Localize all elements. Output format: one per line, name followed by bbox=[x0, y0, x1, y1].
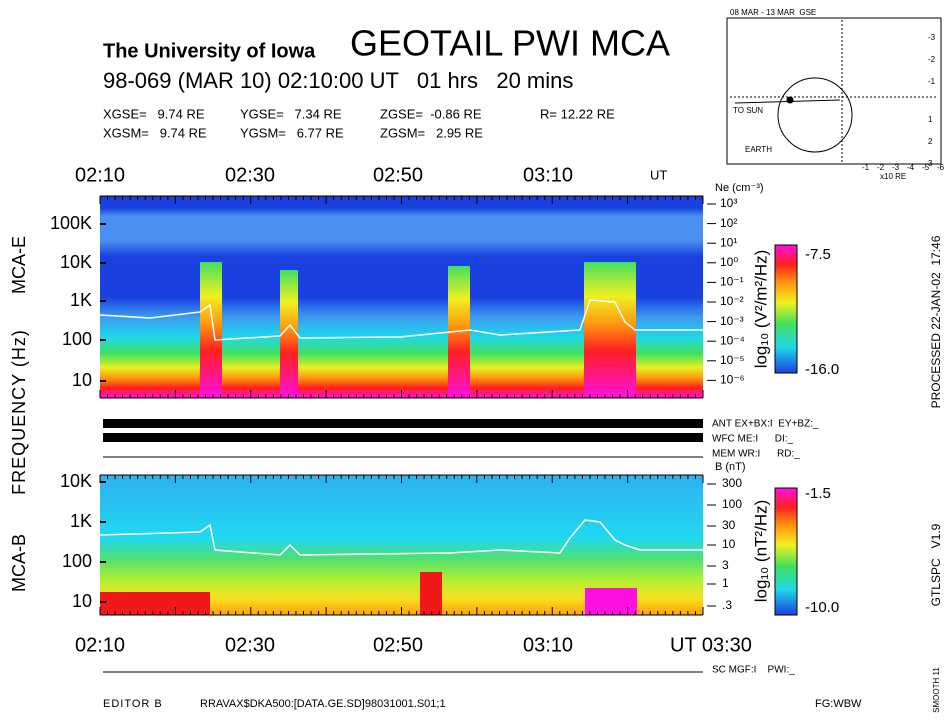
side-smooth: SMOOTH 11 bbox=[932, 667, 941, 713]
freq-tick-label: 1K bbox=[70, 511, 92, 531]
ne-tick-label: 10⁻² bbox=[720, 294, 744, 308]
colorbar-label: log₁₀ (V²/m²/Hz) bbox=[751, 250, 770, 369]
status-text: MEM WR:I RD:_ bbox=[712, 449, 800, 460]
time-label: 03:10 bbox=[523, 634, 573, 656]
b-title: B (nT) bbox=[715, 461, 746, 473]
b-tick-label: 3 bbox=[722, 558, 729, 572]
orbit-y-tick: -2 bbox=[928, 55, 936, 64]
orbit-y-tick: -1 bbox=[928, 77, 936, 86]
status-bar bbox=[103, 419, 703, 428]
gse-coord: XGSE= 9.74 RE bbox=[103, 106, 205, 121]
freq-tick-label: 1K bbox=[70, 290, 92, 310]
time-label: 02:10 bbox=[75, 164, 125, 186]
time-label: UT 03:30 bbox=[670, 634, 752, 656]
gse-coord: YGSE= 7.34 RE bbox=[240, 106, 342, 121]
panel-label: MCA-B bbox=[9, 534, 29, 592]
status-text: SC MGF:I PWI:_ bbox=[712, 665, 795, 676]
time-label: 02:10 bbox=[75, 634, 125, 656]
orbit-plot bbox=[726, 17, 942, 165]
freq-tick-label: 100K bbox=[50, 213, 92, 233]
ne-tick-label: 10¹ bbox=[720, 235, 737, 249]
status-text: WFC ME:I DI:_ bbox=[712, 434, 794, 445]
orbit-y-tick: 1 bbox=[928, 115, 933, 124]
ne-tick-label: 10⁻³ bbox=[720, 314, 744, 328]
spectrogram-b bbox=[99, 475, 703, 615]
title: GEOTAIL PWI MCA bbox=[350, 23, 670, 64]
gse-coord: R= 12.22 RE bbox=[540, 106, 615, 121]
panel-label: MCA-E bbox=[9, 236, 29, 294]
sun-label: TO SUN bbox=[733, 106, 763, 115]
orbit-title: 08 MAR - 13 MAR GSE bbox=[730, 8, 816, 17]
ne-tick-label: 10⁰ bbox=[720, 255, 738, 269]
orbit-y-tick: 2 bbox=[928, 137, 933, 146]
ne-tick-label: 10³ bbox=[720, 196, 737, 210]
freq-tick-label: 10 bbox=[72, 370, 92, 390]
b-tick-label: 10 bbox=[722, 537, 736, 551]
b-tick-label: 30 bbox=[722, 518, 736, 532]
b-tick-label: 300 bbox=[722, 476, 742, 490]
spectrogram-e bbox=[99, 196, 703, 398]
y-axis-label: FREQUENCY (Hz) bbox=[9, 329, 29, 495]
orbit-x-tick: -3 bbox=[892, 163, 900, 172]
colorbar-min: -16.0 bbox=[805, 361, 839, 378]
footer-fg: FG:WBW bbox=[815, 698, 862, 710]
ne-tick-label: 10⁻⁴ bbox=[720, 333, 745, 347]
freq-tick-label: 10K bbox=[60, 252, 92, 272]
gsm-coord: ZGSM= 2.95 RE bbox=[380, 125, 483, 140]
orbit-y-tick: -3 bbox=[928, 33, 936, 42]
b-tick-label: .3 bbox=[722, 598, 732, 612]
time-label: 02:30 bbox=[225, 164, 275, 186]
freq-tick-label: 100 bbox=[62, 551, 92, 571]
status-text: ANT EX+BX:I EY+BZ:_ bbox=[712, 419, 819, 430]
ne-tick-label: 10⁻⁵ bbox=[720, 353, 745, 367]
ne-title: Ne (cm⁻³) bbox=[715, 182, 764, 194]
ne-tick-label: 10² bbox=[720, 216, 737, 230]
orbit-x-tick: -6 bbox=[937, 163, 945, 172]
side-processed: PROCESSED 22-JAN-02 17:46 bbox=[929, 235, 943, 408]
ne-tick-label: 10⁻⁶ bbox=[720, 373, 745, 387]
time-line: 98-069 (MAR 10) 02:10:00 UT 01 hrs 20 mi… bbox=[103, 68, 573, 93]
orbit-x-label: x10 RE bbox=[880, 172, 906, 181]
freq-tick-label: 10K bbox=[60, 471, 92, 491]
colorbar-label: log₁₀ (nT²/Hz) bbox=[751, 500, 770, 603]
time-label: UT bbox=[650, 167, 667, 182]
ne-tick-label: 10⁻¹ bbox=[720, 275, 744, 289]
institution: The University of Iowa bbox=[103, 40, 316, 62]
colorbar-e bbox=[774, 244, 798, 374]
orbit-x-tick: -5 bbox=[922, 163, 930, 172]
orbit-x-tick: -4 bbox=[907, 163, 915, 172]
footer-editor: EDITOR B bbox=[103, 698, 163, 710]
side-version: GTLSPC V1.9 bbox=[929, 523, 943, 606]
orbit-y-tick: 3 bbox=[928, 159, 933, 168]
b-tick-label: 1 bbox=[722, 576, 729, 590]
gsm-coord: YGSM= 6.77 RE bbox=[240, 125, 344, 140]
status-bar bbox=[103, 433, 703, 442]
colorbar-max: -7.5 bbox=[805, 246, 831, 263]
footer-file: RRAVAX$DKA500:[DATA.GE.SD]98031001.S01;1 bbox=[200, 698, 446, 710]
earth-label: EARTH bbox=[745, 145, 772, 154]
colorbar-max: -1.5 bbox=[805, 485, 831, 502]
b-tick-label: 100 bbox=[722, 497, 742, 511]
gsm-coord: XGSM= 9.74 RE bbox=[103, 125, 207, 140]
colorbar-min: -10.0 bbox=[805, 599, 839, 616]
time-label: 02:30 bbox=[225, 634, 275, 656]
gse-coord: ZGSE= -0.86 RE bbox=[380, 106, 482, 121]
time-label: 02:50 bbox=[373, 634, 423, 656]
time-label: 02:50 bbox=[373, 164, 423, 186]
freq-tick-label: 100 bbox=[62, 329, 92, 349]
colorbar-b bbox=[774, 487, 798, 616]
orbit-x-tick: -2 bbox=[877, 163, 885, 172]
time-label: 03:10 bbox=[523, 164, 573, 186]
freq-tick-label: 10 bbox=[72, 591, 92, 611]
orbit-x-tick: -1 bbox=[862, 163, 870, 172]
